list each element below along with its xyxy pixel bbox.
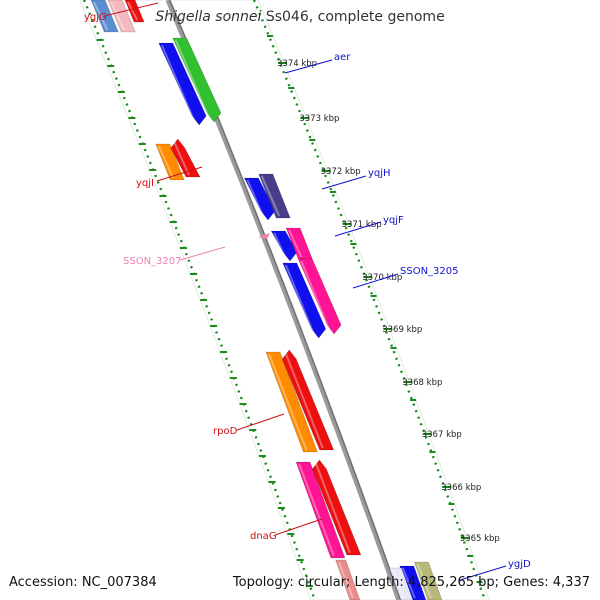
gene-label-yqjH: yqjH: [368, 168, 391, 179]
gene-dnaG-pair-shade: [314, 461, 351, 554]
gene-SSON_3207: [258, 233, 270, 239]
gene-label-dnaG: dnaG: [250, 531, 277, 542]
gene-ygjG-pair: [107, 0, 136, 33]
gene-SSON_3205-pair: [297, 258, 342, 335]
gene-bottom-left: [335, 559, 361, 600]
gene-features: [90, 0, 443, 600]
ruler-tick-label: 3374 kbp: [277, 59, 317, 69]
gene-dnaG: [295, 461, 346, 559]
topology-text: Topology: circular; Length: 4,825,265 bp…: [232, 575, 590, 590]
gene-ygjD-pair: [413, 561, 443, 600]
gene-rpoD-shade: [268, 353, 308, 451]
gene-aer: [158, 42, 207, 126]
ruler-tick-label: 3370 kbp: [362, 273, 402, 283]
gene-aer-neighbor-shade: [174, 39, 211, 121]
gene-ygjG-pair-shade: [110, 1, 126, 31]
leader-line-ygjD: [459, 565, 507, 581]
ruler-tick-label: 3369 kbp: [382, 325, 422, 335]
gene-ygjD-faint-shade: [391, 569, 405, 599]
ruler-tick-label: 3373 kbp: [299, 114, 339, 124]
gene-aer-shade: [160, 44, 197, 124]
gene-SSON_3205-shade: [284, 264, 316, 337]
genome-title: Shigella sonnei Ss046, complete genome: [0, 9, 600, 25]
ruler-tick-label: 3371 kbp: [342, 220, 382, 230]
gene-yqjF-pair-shade: [288, 229, 303, 258]
gene-yqjH-pair: [258, 173, 291, 219]
gene-yqjH-pair-shade: [260, 175, 281, 217]
gene-dnaG-shade: [298, 463, 335, 557]
gene-bottom-left-shade: [337, 561, 354, 599]
gene-label-yqjI: yqjI: [136, 178, 154, 189]
ruler-ticks: 3374 kbp 3373 kbp 3372 kbp 3371 kbp 3370 kbp…: [96, 35, 500, 587]
strain-name: Ss046, complete genome: [265, 9, 445, 25]
gene-yqjH-shade: [246, 179, 265, 219]
leader-line-SSON_3207: [179, 246, 226, 261]
gene-label-ygjD: ygjD: [508, 559, 531, 570]
gene-ygjD-pair-shade: [416, 563, 432, 599]
gene-top-red-shade: [127, 1, 138, 21]
gene-track-area: [79, 0, 490, 600]
species-name: Shigella sonnei: [155, 9, 262, 25]
ruler-tick-label: 3368 kbp: [402, 378, 442, 388]
gene-label-ygjG: ygjG: [84, 12, 107, 23]
gene-rpoD-pair: [281, 349, 335, 451]
leader-line-yqjI: [156, 166, 203, 182]
leader-line-rpoD: [236, 413, 285, 431]
leader-line-ygjG: [103, 2, 159, 17]
ruler-tick-label: 3372 kbp: [321, 167, 361, 177]
gene-yqjF: [270, 230, 298, 262]
gene-label-aer: aer: [334, 52, 351, 63]
gene-label-SSON_3205: SSON_3205: [400, 266, 459, 277]
gene-SSON_3205: [282, 262, 327, 339]
leader-line-yqjF: [334, 221, 382, 237]
ruler-tick-label: 3367 kbp: [422, 430, 462, 440]
gene-ygjD-shade: [401, 567, 416, 599]
gene-dnaG-pair: [312, 459, 362, 556]
gene-rpoD: [265, 351, 318, 453]
gene-ygjG-shade: [93, 1, 109, 31]
gene-rpoD-pair-shade: [284, 351, 324, 449]
gene-ygjD-faint: [389, 567, 414, 600]
gene-label-SSON_3207: SSON_3207: [123, 256, 182, 267]
gene-aer-neighbor: [172, 37, 222, 123]
leader-line-yqjH: [321, 175, 367, 190]
track-band: [79, 0, 490, 600]
ruler-tick-label: 3365 kbp: [460, 534, 500, 544]
leader-line-dnaG: [274, 518, 323, 536]
gene-top-red: [124, 0, 145, 23]
ruler-tick-label: 3366 kbp: [441, 483, 481, 493]
gene-yqjI-pair-shade: [172, 140, 190, 176]
gene-label-yqjF: yqjF: [383, 215, 404, 226]
gene-SSON_3205-pair-shade: [300, 260, 332, 333]
outer-dotted-line: [252, 0, 487, 600]
gene-yqjI: [155, 143, 185, 181]
gene-label-rpoD: rpoD: [213, 426, 238, 437]
gene-labels: ygjG aer yqjI yqjH yqjF SSON_3207 SSON_3205rpo…: [84, 2, 531, 581]
leader-line-SSON_3205: [352, 273, 399, 289]
gene-yqjI-pair: [170, 138, 201, 178]
gene-yqjH: [243, 177, 276, 221]
accession-text: Accession: NC_007384: [9, 575, 157, 590]
gene-yqjF-shade: [273, 232, 287, 260]
gene-yqjI-shade: [157, 145, 175, 179]
leader-line-aer: [284, 59, 333, 74]
